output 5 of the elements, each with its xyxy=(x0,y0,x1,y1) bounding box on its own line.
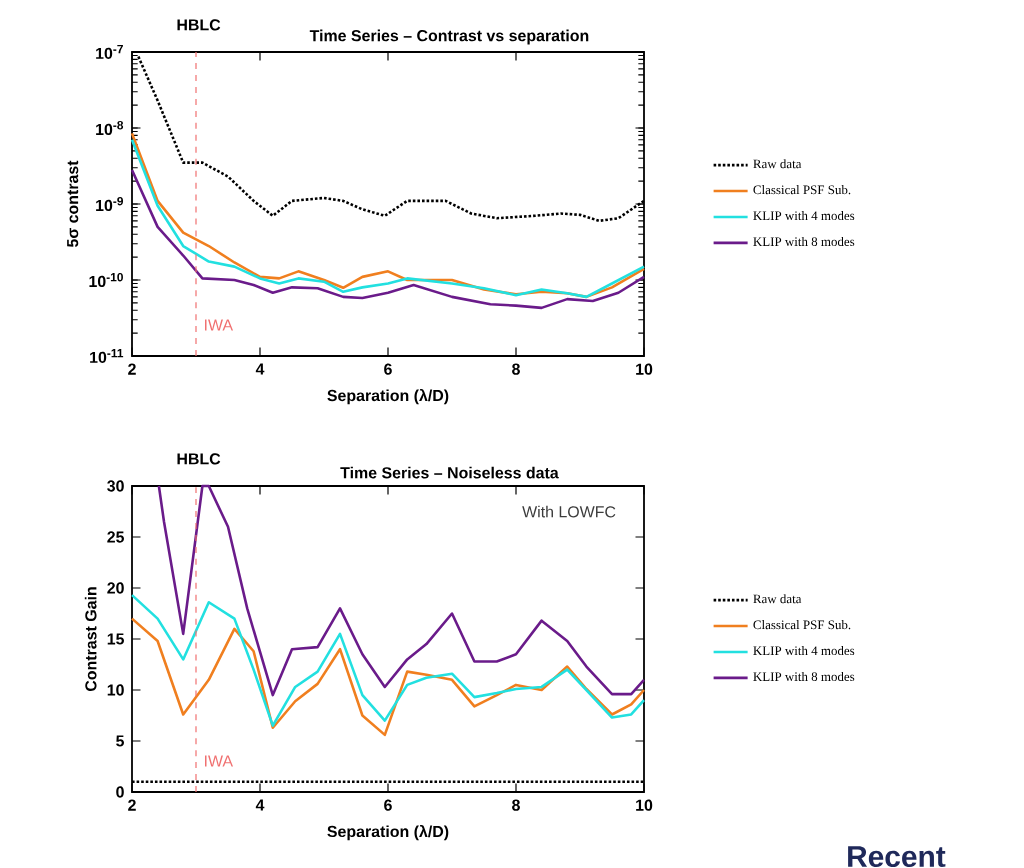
line-series xyxy=(130,593,646,727)
line-series xyxy=(130,168,646,310)
line-series xyxy=(130,617,646,737)
line-series xyxy=(157,484,646,697)
text: Recent xyxy=(848,846,946,868)
